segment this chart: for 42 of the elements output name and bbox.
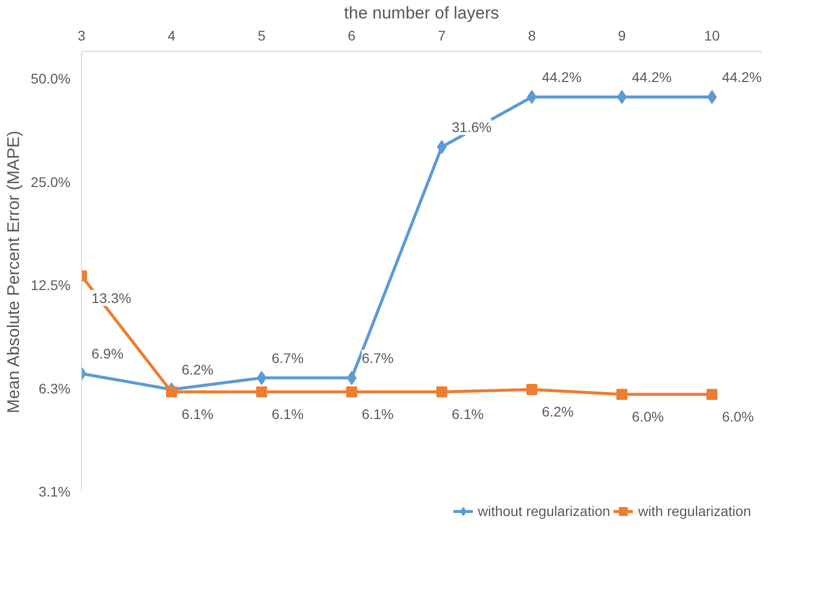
data-label: 6.0%: [632, 408, 664, 424]
y-axis-title: Mean Absolute Percent Error (MAPE): [4, 130, 23, 414]
y-tick-label: 6.3%: [38, 380, 71, 396]
data-label: 13.3%: [92, 290, 132, 306]
y-tick-label: 50.0%: [30, 70, 71, 87]
x-tick-label: 3: [78, 28, 86, 44]
data-label: 44.2%: [542, 69, 582, 86]
point: [256, 386, 268, 398]
y-tick-label: 3.1%: [38, 484, 71, 500]
data-label: 44.2%: [722, 69, 762, 86]
x-tick-label: 7: [438, 28, 446, 44]
x-tick-label: 4: [168, 28, 176, 44]
data-label: 31.6%: [452, 118, 492, 135]
legend-label: without regularization: [478, 503, 610, 519]
data-label: 6.0%: [722, 408, 754, 424]
data-label: 6.1%: [182, 406, 214, 422]
y-tick-label: 25.0%: [30, 174, 71, 190]
x-tick-label: 10: [704, 28, 720, 44]
point: [346, 386, 358, 398]
y-tick-label: 12.5%: [30, 277, 71, 294]
point: [346, 370, 357, 385]
x-tick-label: 9: [618, 28, 626, 44]
point: [526, 384, 538, 395]
point: [706, 388, 718, 400]
data-label: 6.2%: [182, 361, 214, 378]
data-label: 6.7%: [272, 350, 304, 366]
point: [166, 386, 178, 398]
data-label: 6.7%: [362, 350, 394, 366]
legend-label: with regularization: [638, 503, 751, 519]
point: [436, 386, 448, 398]
x-tick-label: 5: [258, 28, 266, 44]
point: [616, 388, 628, 400]
point: [436, 140, 447, 154]
x-axis-title: the number of layers: [344, 4, 499, 22]
data-label: 6.1%: [362, 406, 394, 422]
data-label: 6.2%: [542, 403, 574, 420]
data-label: 6.1%: [272, 406, 304, 422]
data-label: 44.2%: [632, 69, 672, 86]
x-tick-label: 6: [348, 28, 356, 44]
data-label: 6.1%: [452, 406, 484, 422]
x-tick-label: 8: [528, 28, 536, 44]
data-label: 6.9%: [92, 346, 124, 362]
